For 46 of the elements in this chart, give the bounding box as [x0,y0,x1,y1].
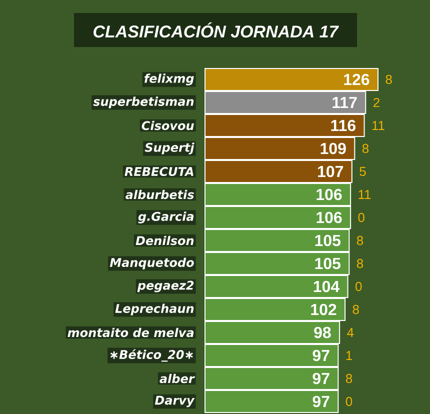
y-tick-label: montaito de melva [68,328,194,338]
y-tick-label: pegaez2 [137,280,194,292]
annotation: 8 [362,144,369,154]
chart-title: CLASIFICACIÓN JORNADA 17 [94,22,339,38]
annotation: 8 [356,236,364,246]
data-label: 97 [312,350,330,362]
y-tick-label: ∗Bético_20∗ [110,349,193,362]
y-tick-label: superbetisman [93,96,194,108]
annotation: 2 [374,98,380,108]
annotation: 1 [346,351,352,360]
annotation: 8 [356,258,364,268]
y-tick-label: g.Garcia [138,212,194,224]
y-tick-label: Denilson [136,236,194,246]
data-label: 116 [331,120,356,132]
annotation: 0 [346,396,352,406]
y-tick-label: alburbetis [126,190,194,200]
annotation: 0 [356,282,362,292]
y-tick-label: alber [160,374,195,384]
data-label: 102 [311,304,336,316]
data-label: 106 [316,212,342,224]
annotation: 11 [372,121,384,130]
data-label: 106 [316,188,342,200]
y-tick-label: Darvy [154,396,195,408]
data-label: 126 [344,74,370,86]
data-label: 104 [314,280,340,292]
data-label: 98 [314,326,331,338]
data-label: 109 [320,142,346,154]
annotation: 8 [386,74,392,84]
data-label: 105 [315,258,341,270]
data-label: 97 [312,372,330,384]
data-label: 105 [315,234,341,246]
y-tick-label: Supertj [144,142,194,154]
y-tick-label: felixmg [144,74,194,86]
data-label: 117 [332,96,357,108]
y-tick-label: Manquetodo [110,258,194,270]
data-label: 107 [318,166,344,178]
annotation: 5 [360,166,366,176]
annotation: 8 [346,374,352,384]
y-tick-label: Leprechaun [115,304,194,316]
y-tick-label: Cisovou [142,120,194,130]
y-tick-label: REBECUTA [124,166,194,176]
annotation: 8 [352,304,359,314]
annotation: 0 [358,212,364,222]
annotation: 11 [358,190,371,199]
data-label: 97 [312,396,330,408]
annotation: 4 [347,328,354,337]
